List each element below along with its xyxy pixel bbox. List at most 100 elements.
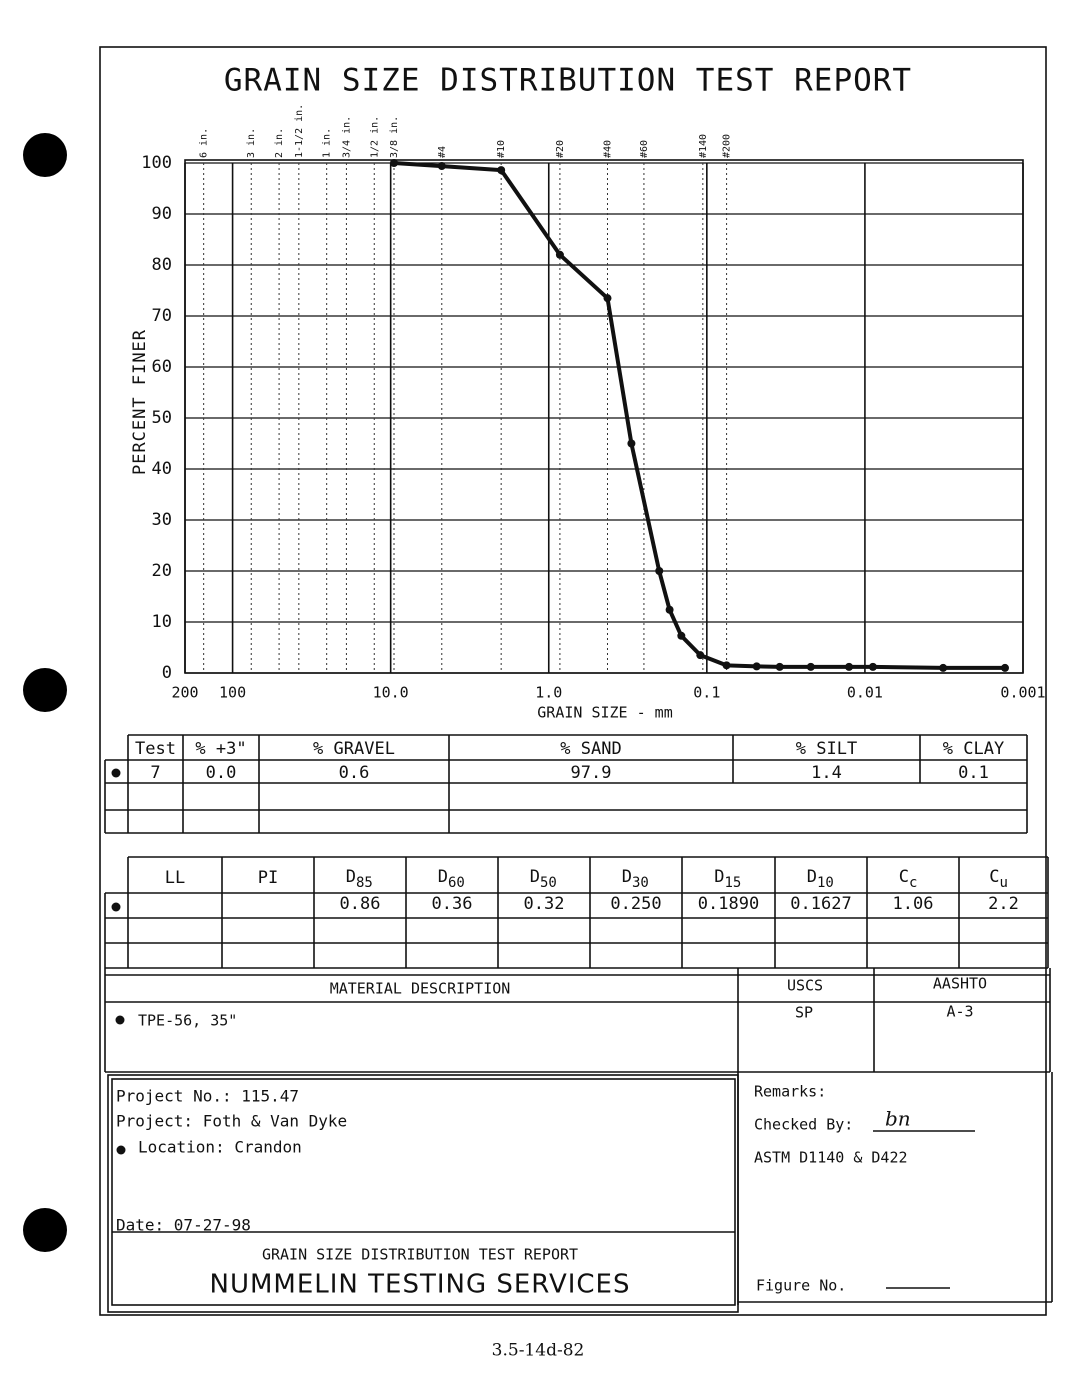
data-point <box>627 439 636 448</box>
punch-hole <box>23 668 67 712</box>
table-header: D <box>807 867 817 887</box>
data-point <box>806 662 815 671</box>
y-tick-label: 50 <box>152 408 172 428</box>
table-cell: 0.86 <box>340 894 381 914</box>
sieve-label: 2 in. <box>274 128 285 158</box>
project-number: Project No.: 115.47 <box>116 1087 299 1106</box>
sieve-label: 1/2 in. <box>369 116 380 158</box>
data-point <box>665 605 674 614</box>
sieve-label: #140 <box>698 134 709 158</box>
sieve-label: 1 in. <box>322 128 333 158</box>
tables: Test % +3" % GRAVEL % SAND % SILT % CLAY 7 0.0 0… <box>104 734 1053 1313</box>
plot-frame <box>184 159 1024 674</box>
table-cell: 0.1890 <box>698 894 759 914</box>
checked-by: Checked By: <box>754 1116 853 1134</box>
punch-hole <box>23 133 67 177</box>
series-symbol <box>111 902 121 912</box>
table-cell: 97.9 <box>571 763 612 783</box>
y-tick-label: 60 <box>152 357 172 377</box>
project-date: Date: 07-27-98 <box>116 1216 251 1235</box>
uscs-heading: USCS <box>787 977 823 995</box>
table-cell: 0.1 <box>958 763 989 783</box>
figure-number: Figure No. <box>756 1277 846 1295</box>
data-point <box>868 662 877 671</box>
table-header: LL <box>165 868 185 888</box>
y-tick-label: 10 <box>152 612 172 632</box>
table-header: Test <box>135 739 176 759</box>
x-tick-label: 200 <box>171 684 198 702</box>
y-tick-label: 90 <box>152 204 172 224</box>
project-location: Location: Crandon <box>138 1138 302 1157</box>
uscs-class: SP <box>795 1004 813 1022</box>
table-cell: 1.4 <box>811 763 842 783</box>
table-header-subscript: 15 <box>725 875 742 891</box>
page-frame <box>99 46 1047 1316</box>
table-header: % SILT <box>796 739 857 759</box>
sieve-label: 3/8 in. <box>389 116 400 158</box>
report-title: GRAIN SIZE DISTRIBUTION TEST REPORT <box>224 63 912 99</box>
table-header: C <box>899 867 909 887</box>
x-tick-label: 100 <box>219 684 246 702</box>
project-inner-box <box>111 1078 736 1306</box>
sieve-label: #40 <box>602 140 613 158</box>
data-point <box>845 662 854 671</box>
table-cell: 0.250 <box>610 894 661 914</box>
punch-hole <box>23 1208 67 1252</box>
x-tick-label: 10.0 <box>373 684 409 702</box>
table-header: C <box>989 867 999 887</box>
series-symbol <box>115 1015 125 1025</box>
data-point <box>497 166 506 175</box>
aashto-heading: AASHTO <box>933 975 987 993</box>
table-cell: 2.2 <box>988 894 1019 914</box>
table-header-subscript: c <box>909 875 917 891</box>
y-tick-label: 80 <box>152 255 172 275</box>
x-axis-label: GRAIN SIZE - mm <box>537 704 672 722</box>
data-point <box>939 663 948 672</box>
y-tick-label: 100 <box>141 153 172 173</box>
table-header: % +3" <box>195 739 246 759</box>
series-symbol <box>116 1145 126 1155</box>
table-header-subscript: 30 <box>632 875 649 891</box>
table-header-subscript: 60 <box>448 875 465 891</box>
table-cell: 0.36 <box>432 894 473 914</box>
table-header: % GRAVEL <box>313 739 395 759</box>
astm-standard: ASTM D1140 & D422 <box>754 1149 908 1167</box>
y-axis-label: PERCENT FINER <box>130 329 150 475</box>
x-tick-label: 0.1 <box>693 684 720 702</box>
data-point <box>677 631 686 640</box>
data-point <box>752 662 761 671</box>
table-header: D <box>714 867 724 887</box>
sieve-label: 6 in. <box>199 128 210 158</box>
y-tick-label: 20 <box>152 561 172 581</box>
sieve-label: 3/4 in. <box>341 116 352 158</box>
y-tick-label: 30 <box>152 510 172 530</box>
table-header: PI <box>258 868 278 888</box>
x-tick-label: 1.0 <box>535 684 562 702</box>
data-point <box>437 162 446 171</box>
sieve-label: #60 <box>639 140 650 158</box>
x-tick-label: 0.001 <box>1000 684 1045 702</box>
x-tick-label: 0.01 <box>847 684 883 702</box>
page-number: 3.5-14d-82 <box>492 1341 585 1361</box>
y-tick-label: 70 <box>152 306 172 326</box>
table-cell: 0.1627 <box>790 894 851 914</box>
table-header: % SAND <box>560 739 621 759</box>
table-cell: 0.0 <box>206 763 237 783</box>
data-point <box>655 567 664 575</box>
data-point <box>775 662 784 671</box>
table-cell: 1.06 <box>893 894 934 914</box>
footer-report-title: GRAIN SIZE DISTRIBUTION TEST REPORT <box>262 1246 578 1264</box>
table-header-subscript: 10 <box>817 875 834 891</box>
company-name: NUMMELIN TESTING SERVICES <box>210 1270 631 1300</box>
table-cell: 7 <box>150 763 160 783</box>
material-heading: MATERIAL DESCRIPTION <box>330 980 511 998</box>
project-name: Project: Foth & Van Dyke <box>116 1112 347 1131</box>
data-point <box>390 159 399 167</box>
sieve-label: #200 <box>722 134 733 158</box>
series-symbol <box>111 768 121 778</box>
sieve-label: #20 <box>555 140 566 158</box>
aashto-class: A-3 <box>946 1003 973 1021</box>
sieve-label: 3 in. <box>246 128 257 158</box>
